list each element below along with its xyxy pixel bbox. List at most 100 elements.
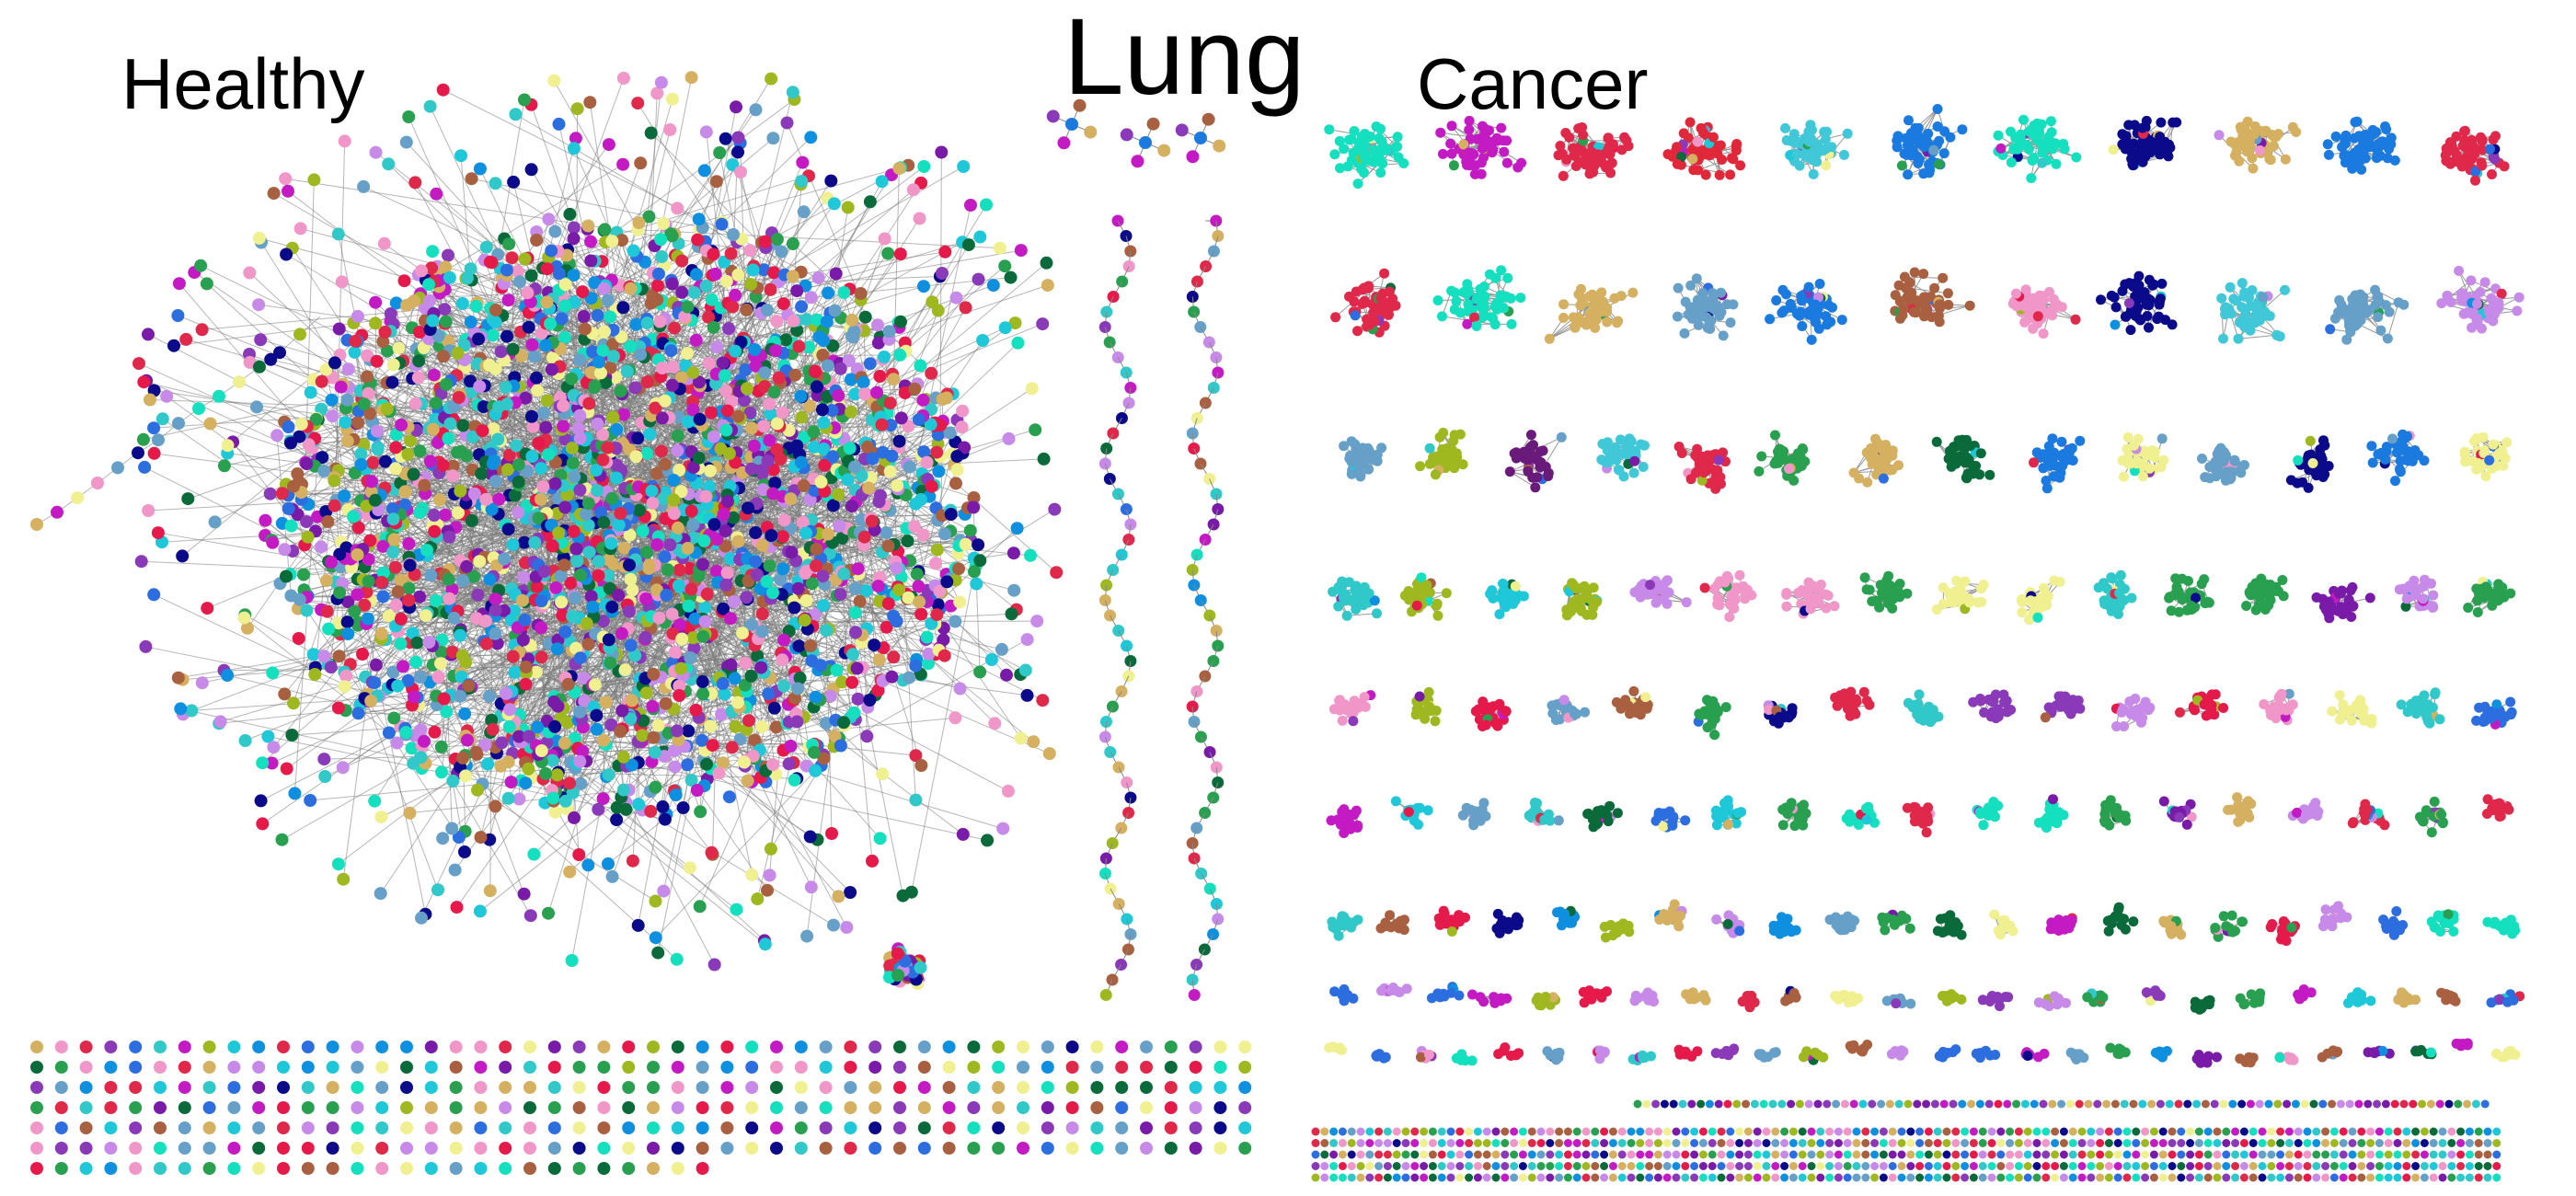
node <box>720 566 734 580</box>
node <box>519 661 533 673</box>
node <box>654 75 668 89</box>
node <box>692 451 706 465</box>
node <box>755 625 769 638</box>
node <box>689 703 703 717</box>
node <box>374 811 388 824</box>
node <box>935 145 949 159</box>
node <box>494 345 508 359</box>
node <box>668 760 682 774</box>
node <box>465 513 478 527</box>
healthy-small-cluster <box>883 942 927 990</box>
node <box>875 175 889 189</box>
node <box>287 696 300 710</box>
node <box>639 686 653 700</box>
node <box>1002 431 1016 445</box>
node <box>713 146 727 159</box>
node <box>610 800 624 814</box>
node <box>1175 123 1189 137</box>
node <box>349 334 362 348</box>
node <box>129 1061 143 1074</box>
node <box>413 506 427 520</box>
node <box>429 397 443 410</box>
node <box>604 536 618 550</box>
node <box>423 99 437 113</box>
node <box>615 627 628 640</box>
node <box>1000 668 1013 682</box>
node <box>266 666 280 680</box>
node <box>558 736 571 750</box>
node <box>402 593 416 607</box>
node <box>956 404 970 418</box>
node <box>530 234 544 247</box>
node <box>434 740 448 753</box>
node <box>567 232 581 246</box>
node <box>138 460 152 474</box>
node <box>671 201 684 215</box>
node <box>622 604 636 618</box>
node <box>284 519 298 533</box>
node <box>279 172 293 186</box>
node <box>1099 989 1112 1001</box>
node <box>809 764 822 777</box>
node <box>736 627 749 640</box>
node <box>532 436 546 450</box>
node <box>544 316 557 330</box>
node <box>492 400 506 414</box>
node <box>743 244 757 258</box>
node <box>670 724 684 738</box>
node <box>427 368 441 382</box>
node <box>597 282 611 295</box>
node <box>354 457 368 471</box>
node <box>868 638 881 652</box>
node <box>669 788 683 802</box>
node <box>536 480 550 493</box>
node <box>243 266 257 280</box>
node <box>410 636 424 650</box>
node <box>476 424 489 438</box>
node <box>154 1061 167 1074</box>
node <box>826 450 840 464</box>
node <box>655 250 669 263</box>
node <box>762 687 776 701</box>
node <box>597 733 611 747</box>
node <box>1065 118 1078 131</box>
node <box>811 271 825 284</box>
node <box>634 348 648 362</box>
node <box>901 535 914 548</box>
node <box>338 134 351 148</box>
node <box>151 526 165 540</box>
node <box>1164 1041 1178 1053</box>
node <box>696 558 709 571</box>
node <box>763 868 776 882</box>
node <box>1139 136 1152 149</box>
node <box>712 766 726 780</box>
node <box>467 487 481 500</box>
node <box>624 572 638 586</box>
node <box>277 1041 290 1053</box>
node <box>755 607 769 621</box>
node <box>605 600 619 614</box>
node <box>706 739 719 753</box>
node <box>348 345 362 359</box>
node <box>580 616 593 630</box>
node <box>584 254 598 268</box>
node <box>139 639 153 653</box>
node <box>670 952 684 966</box>
node <box>626 583 639 597</box>
node <box>449 1041 463 1053</box>
node <box>518 93 531 107</box>
node <box>632 798 646 811</box>
node <box>777 633 790 647</box>
node <box>894 411 908 425</box>
node <box>765 529 778 543</box>
node <box>563 776 577 790</box>
node <box>341 627 355 640</box>
node <box>1029 423 1042 437</box>
node <box>351 588 364 602</box>
node <box>300 515 314 529</box>
node <box>737 755 751 769</box>
node <box>967 500 981 514</box>
node <box>797 205 811 219</box>
node <box>369 145 383 159</box>
node <box>986 279 1000 293</box>
